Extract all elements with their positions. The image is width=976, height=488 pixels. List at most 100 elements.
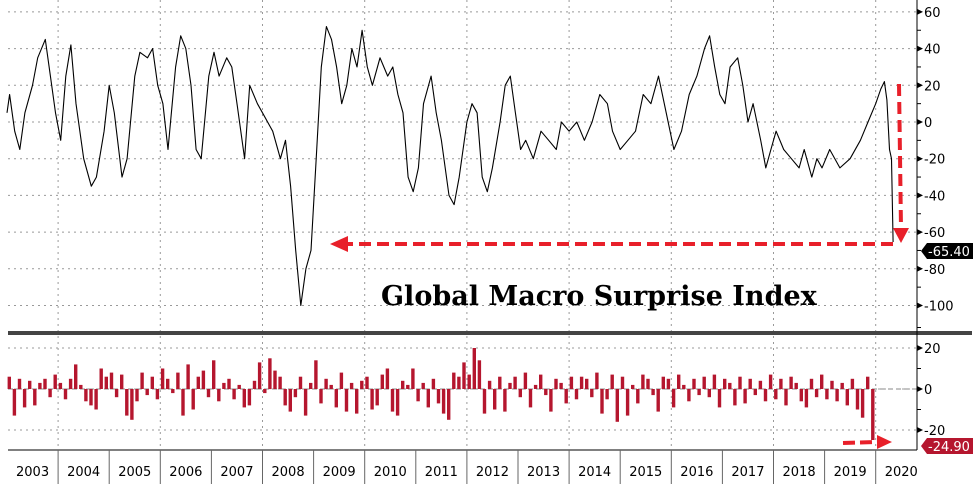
x-tick-label: 2005	[118, 465, 151, 480]
bar	[68, 378, 73, 390]
bar	[324, 378, 328, 390]
bar	[191, 389, 195, 410]
bar	[263, 389, 267, 394]
x-tick-label: 2007	[220, 465, 253, 480]
lower-panel-weekly-change	[7, 348, 917, 440]
bar	[104, 376, 108, 389]
bar	[723, 378, 727, 390]
bar	[135, 389, 139, 402]
bar	[58, 382, 63, 389]
last-change-label: -24.90	[928, 440, 970, 455]
grid	[8, 0, 917, 450]
bar	[866, 376, 870, 389]
y-tick	[917, 155, 923, 162]
bar	[697, 389, 701, 396]
bar	[365, 376, 369, 389]
bar	[43, 378, 47, 390]
bar	[7, 376, 11, 389]
y-tick-label: 0	[924, 383, 932, 398]
y-tick	[917, 345, 923, 351]
bar	[835, 389, 839, 402]
bar	[533, 384, 538, 389]
bar	[707, 389, 711, 398]
bar	[728, 382, 732, 389]
bar	[809, 378, 814, 390]
y-tick	[917, 119, 923, 125]
y-tick	[917, 192, 923, 199]
bar	[278, 376, 282, 389]
bar	[283, 389, 287, 406]
upper-panel-macro-surprise-index	[6, 26, 894, 307]
bar	[130, 389, 134, 420]
bar	[717, 389, 722, 408]
y-tick	[917, 8, 923, 15]
bar	[768, 374, 773, 389]
bar	[462, 362, 466, 389]
bar	[63, 389, 68, 400]
bar	[360, 380, 364, 389]
bar	[370, 389, 374, 410]
bar	[217, 389, 221, 402]
bar	[712, 374, 717, 389]
bar	[564, 389, 568, 404]
bar	[140, 372, 144, 389]
bar	[774, 389, 778, 400]
dashed-arrow-vertical	[897, 83, 903, 229]
bar	[232, 389, 236, 400]
bar	[549, 389, 553, 412]
bar	[319, 389, 323, 404]
bar	[799, 389, 803, 402]
bar	[554, 378, 558, 390]
bar	[498, 376, 502, 389]
x-tick-label: 2004	[67, 465, 100, 480]
bar	[237, 384, 241, 389]
x-tick-label: 2016	[680, 465, 713, 480]
bar	[493, 389, 497, 410]
y-tick	[917, 265, 923, 272]
bar	[763, 389, 768, 402]
arrowhead-down-icon	[893, 228, 909, 243]
bar	[636, 389, 640, 404]
y-tick	[917, 229, 923, 236]
bar	[28, 380, 32, 389]
bar	[48, 389, 52, 398]
bar	[298, 376, 303, 389]
last-change-label-bg	[921, 438, 973, 454]
bar	[22, 389, 27, 408]
bar	[671, 389, 676, 408]
y-tick	[917, 302, 923, 309]
bar	[120, 374, 124, 389]
bar	[181, 389, 185, 416]
x-tick-label: 2019	[834, 465, 867, 480]
x-tick-label: 2012	[476, 465, 509, 480]
y-tick-label: 0	[924, 116, 932, 131]
bar	[431, 378, 436, 390]
bar	[661, 376, 665, 389]
y-tick-label: 40	[924, 43, 941, 58]
bar	[150, 376, 154, 389]
bar	[528, 389, 533, 408]
bar	[625, 389, 630, 416]
bar	[738, 376, 742, 389]
bar	[114, 389, 119, 398]
y-tick-label: 60	[924, 6, 941, 21]
bar	[789, 376, 793, 389]
bar	[452, 372, 456, 389]
y-tick-label: -20	[924, 424, 945, 439]
bar	[79, 384, 83, 389]
bar	[390, 389, 395, 412]
bar	[830, 380, 834, 389]
bar	[201, 370, 206, 389]
bar	[784, 389, 788, 406]
bar	[860, 389, 865, 418]
y-tick-label: -20	[924, 153, 945, 168]
bar	[84, 389, 88, 402]
bar	[421, 382, 425, 389]
x-tick-label: 2017	[731, 465, 764, 480]
bar	[692, 378, 696, 390]
bar	[441, 389, 446, 414]
bar	[227, 378, 231, 390]
bar	[666, 378, 671, 390]
bar	[268, 358, 272, 390]
last-value-label-bg	[921, 243, 973, 259]
